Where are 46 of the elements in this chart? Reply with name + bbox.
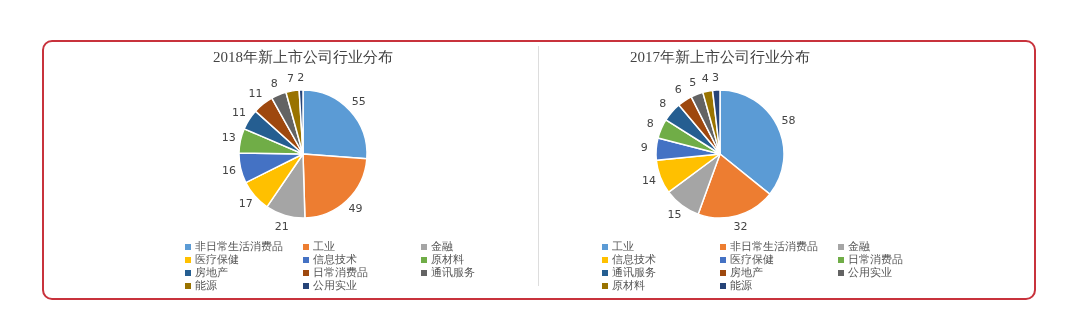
data-label: 32 <box>733 220 748 234</box>
legend-label: 信息技术 <box>611 253 657 266</box>
legend-label: 房地产 <box>729 266 764 279</box>
data-label: 3 <box>712 70 720 84</box>
data-label: 8 <box>646 116 654 130</box>
data-label: 16 <box>221 163 236 177</box>
legend-label: 原材料 <box>430 253 465 266</box>
legend-label: 非日常生活消费品 <box>729 240 819 253</box>
legend-label: 工业 <box>312 240 336 253</box>
data-label: 14 <box>642 174 657 188</box>
data-label: 13 <box>221 131 236 145</box>
data-label: 5 <box>689 75 697 89</box>
legend-label: 公用实业 <box>312 279 358 292</box>
legend-label: 信息技术 <box>312 253 358 266</box>
legend-label: 公用实业 <box>847 266 893 279</box>
legend-label: 金融 <box>847 240 871 253</box>
data-label: 49 <box>348 201 363 215</box>
legend-label: 日常消费品 <box>312 266 369 279</box>
data-label: 55 <box>351 95 366 109</box>
data-label: 17 <box>238 196 253 210</box>
data-label: 4 <box>701 72 709 86</box>
data-label: 8 <box>659 96 667 110</box>
legend-label: 能源 <box>194 279 218 292</box>
data-label: 21 <box>274 219 289 233</box>
data-label: 2 <box>297 70 305 84</box>
data-label: 8 <box>270 76 278 90</box>
data-label: 11 <box>248 87 263 101</box>
data-label: 15 <box>667 207 682 221</box>
legend-label: 金融 <box>430 240 454 253</box>
legend-label: 能源 <box>729 279 753 292</box>
legend-label: 原材料 <box>611 279 646 292</box>
legend-label: 通讯服务 <box>611 266 657 279</box>
legend-label: 医疗保健 <box>729 253 775 266</box>
chart-title: 2017年新上市公司行业分布 <box>629 48 811 67</box>
data-label: 58 <box>781 114 796 128</box>
legend-label: 通讯服务 <box>430 266 476 279</box>
legend-label: 日常消费品 <box>847 253 904 266</box>
data-label: 7 <box>287 71 295 85</box>
legend-label: 房地产 <box>194 266 229 279</box>
chart-title: 2018年新上市公司行业分布 <box>212 48 394 67</box>
data-label: 11 <box>231 105 246 119</box>
data-label: 6 <box>674 83 682 97</box>
legend-label: 工业 <box>611 240 635 253</box>
data-label: 9 <box>640 140 648 154</box>
legend-label: 非日常生活消费品 <box>194 240 284 253</box>
legend-label: 医疗保健 <box>194 253 240 266</box>
